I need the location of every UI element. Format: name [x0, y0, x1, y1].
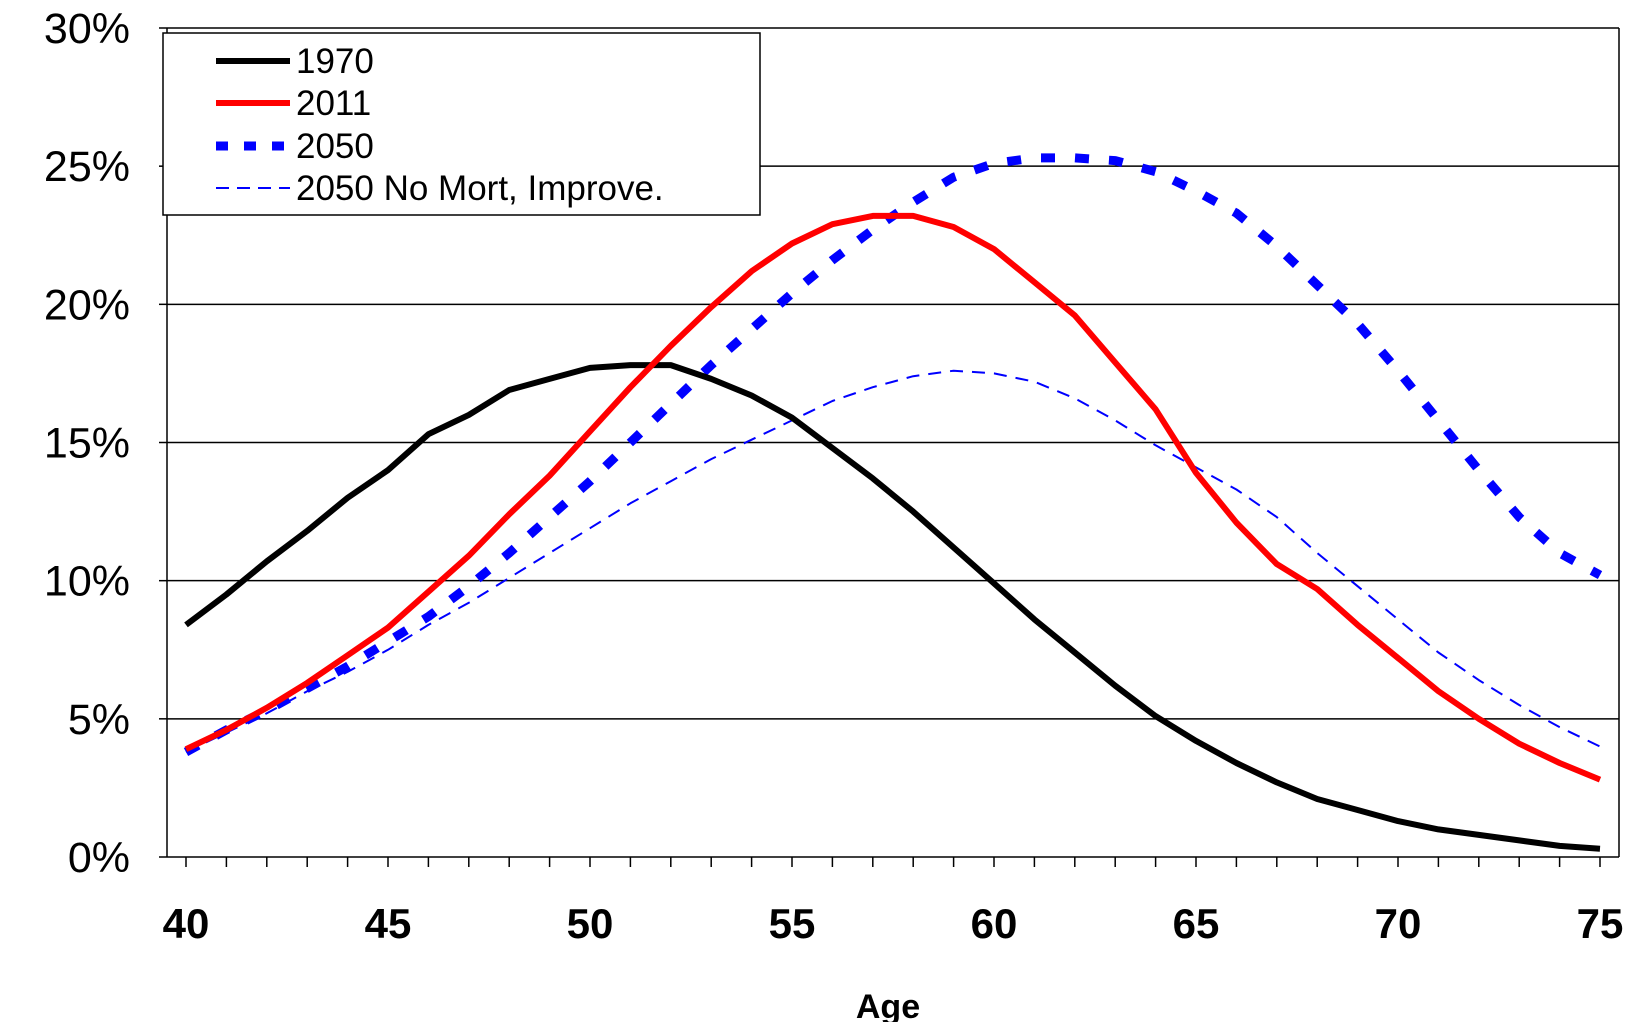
- legend-label-2050: 2050: [296, 127, 374, 166]
- x-tick-label-50: 50: [567, 900, 614, 947]
- x-tick-label-55: 55: [769, 900, 816, 947]
- y-tick-label-5pct: 5%: [68, 696, 130, 744]
- axes: [159, 27, 1619, 867]
- series-lines: [183, 153, 1603, 852]
- x-tick-label-45: 45: [365, 900, 412, 947]
- series-line-2011: [184, 212, 1602, 783]
- x-tick-label-40: 40: [163, 900, 210, 947]
- legend-label-2050-no-mort-improve: 2050 No Mort, Improve.: [296, 169, 664, 208]
- x-tick-labels: 40 45 50 55 60 65 70 75: [163, 900, 1624, 947]
- series-line-2050-no-mort-improve: [185, 369, 1601, 753]
- x-axis-label: Age: [856, 988, 920, 1022]
- x-tick-label-70: 70: [1375, 900, 1422, 947]
- x-tick-label-60: 60: [971, 900, 1018, 947]
- y-tick-label-30pct: 30%: [44, 5, 130, 53]
- y-tick-label-25pct: 25%: [44, 143, 130, 191]
- series-line-1970: [184, 362, 1601, 852]
- legend-label-1970: 1970: [296, 42, 374, 81]
- legend-label-2011: 2011: [296, 84, 371, 123]
- x-tick-label-75: 75: [1577, 900, 1624, 947]
- y-tick-label-0pct: 0%: [68, 834, 130, 882]
- x-tick-label-65: 65: [1173, 900, 1220, 947]
- y-tick-label-15pct: 15%: [44, 420, 130, 468]
- y-tick-label-20pct: 20%: [44, 281, 130, 329]
- y-tick-label-10pct: 10%: [44, 558, 130, 606]
- y-tick-labels: 0% 5% 10% 15% 20% 25% 30%: [44, 5, 130, 882]
- series-line-2050: [183, 153, 1603, 756]
